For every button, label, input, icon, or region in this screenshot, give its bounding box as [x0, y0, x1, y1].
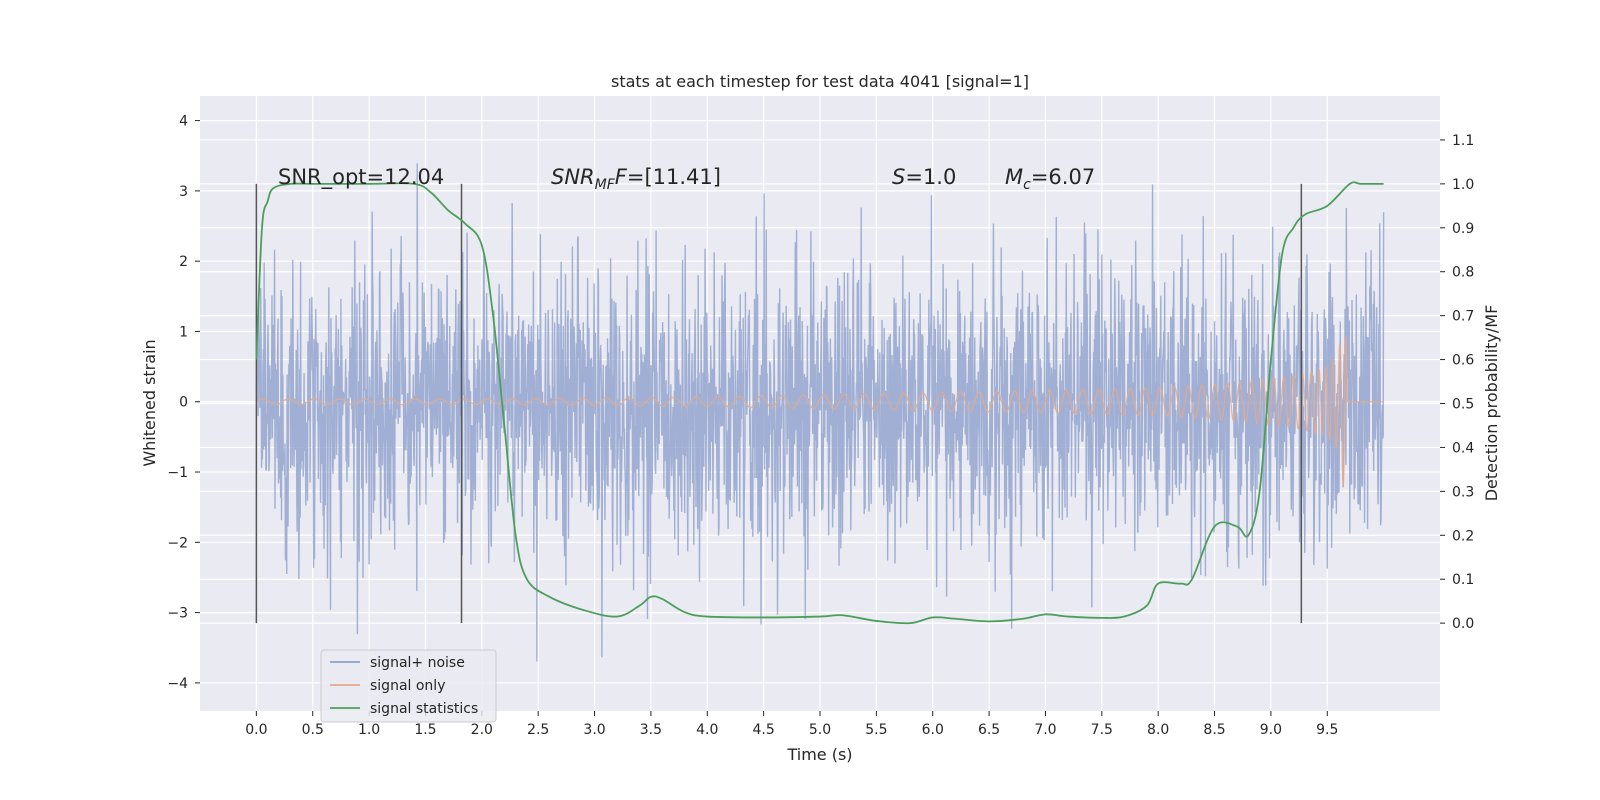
y-right-axis-ticks: 0.0 0.1 0.2 0.3 0.4 0.5 0.6 0.7 0.8 0.9 1.0 1.1 — [1440, 133, 1474, 632]
y-right-tick-label: 0.1 — [1452, 572, 1474, 588]
y-tick-label: 0 — [179, 395, 188, 411]
annotation-mc-symbol: M — [1005, 165, 1023, 189]
y-axis-label: Whitened strain — [140, 339, 159, 466]
y-right-tick-label: 0.9 — [1452, 221, 1474, 237]
y-tick-label: −4 — [167, 676, 188, 692]
y-tick-label: 1 — [179, 324, 188, 340]
x-tick-label: 9.0 — [1260, 722, 1282, 738]
y-right-tick-label: 0.2 — [1452, 528, 1474, 544]
x-tick-label: 7.0 — [1034, 722, 1056, 738]
x-tick-label: 6.5 — [978, 722, 1000, 738]
y-tick-label: −3 — [167, 606, 188, 622]
legend: signal+ noise signal only signal statist… — [320, 649, 497, 723]
x-tick-label: 2.5 — [527, 722, 549, 738]
y-right-tick-label: 0.0 — [1452, 616, 1474, 632]
y-axis-ticks: −4 −3 −2 −1 0 1 2 3 4 — [167, 114, 200, 692]
y-tick-label: 3 — [179, 184, 188, 200]
x-tick-label: 6.0 — [922, 722, 944, 738]
annotation-mc-subscript: c — [1023, 177, 1031, 193]
x-tick-label: 3.5 — [640, 722, 662, 738]
vertical-markers — [255, 183, 1303, 624]
y-right-tick-label: 0.3 — [1452, 484, 1474, 500]
series-signal-only — [256, 336, 1384, 489]
y-right-tick-label: 0.4 — [1452, 440, 1474, 456]
x-tick-label: 7.5 — [1091, 722, 1113, 738]
legend-label-signal-statistics: signal statistics — [370, 701, 478, 717]
annotation-mc-value: =6.07 — [1031, 165, 1095, 189]
y-tick-label: 4 — [179, 114, 188, 130]
annotation-s-value: =1.0 — [905, 165, 956, 189]
y-tick-label: −1 — [167, 465, 188, 481]
series-signal-noise — [255, 163, 1385, 662]
annotation-snr-opt: SNR_opt=12.04 — [278, 165, 444, 190]
y-right-tick-label: 0.8 — [1452, 265, 1474, 281]
y-tick-label: 2 — [179, 254, 188, 270]
x-tick-label: 1.5 — [414, 722, 436, 738]
x-axis-ticks: 0.0 0.5 1.0 1.5 2.0 2.5 3.0 3.5 4.0 4.5 5.0 5.5 6.0 6… — [245, 711, 1338, 738]
y-right-tick-label: 0.5 — [1452, 397, 1474, 413]
chart-title: stats at each timestep for test data 404… — [611, 72, 1029, 91]
y-right-tick-label: 0.7 — [1452, 309, 1474, 325]
annotation-mc: Mc=6.07 — [1005, 165, 1095, 193]
y-right-tick-label: 1.1 — [1452, 133, 1474, 149]
y-right-tick-label: 0.6 — [1452, 353, 1474, 369]
x-tick-label: 3.0 — [583, 722, 605, 738]
series-signal-statistics — [255, 181, 1384, 625]
annotation-s: S=1.0 — [892, 165, 956, 189]
y-right-axis-label: Detection probability/MF — [1482, 305, 1501, 502]
x-tick-label: 8.5 — [1203, 722, 1225, 738]
x-tick-label: 5.5 — [865, 722, 887, 738]
x-tick-label: 2.0 — [471, 722, 493, 738]
x-axis-label: Time (s) — [786, 745, 852, 764]
annotation-s-symbol: S — [892, 165, 905, 189]
legend-box — [320, 649, 497, 723]
x-tick-label: 1.0 — [358, 722, 380, 738]
annotation-snr-mf-f: F — [615, 165, 628, 189]
x-tick-label: 9.5 — [1316, 722, 1338, 738]
annotation-snr-mf: SNRMFF=[11.41] — [551, 165, 721, 193]
x-tick-label: 4.0 — [696, 722, 718, 738]
y-tick-label: −2 — [167, 535, 188, 551]
annotation-snr-mf-subscript: MF — [595, 177, 616, 193]
annotation-snr-mf-symbol: SNR — [551, 165, 595, 189]
x-tick-label: 8.0 — [1147, 722, 1169, 738]
legend-label-signal-only: signal only — [370, 678, 445, 694]
x-tick-label: 4.5 — [753, 722, 775, 738]
legend-label-signal-noise: signal+ noise — [370, 655, 465, 671]
x-tick-label: 0.5 — [302, 722, 324, 738]
annotation-snr-mf-value: =[11.41] — [627, 165, 721, 189]
x-tick-label: 5.0 — [809, 722, 831, 738]
x-tick-label: 0.0 — [245, 722, 267, 738]
y-right-tick-label: 1.0 — [1452, 177, 1474, 193]
